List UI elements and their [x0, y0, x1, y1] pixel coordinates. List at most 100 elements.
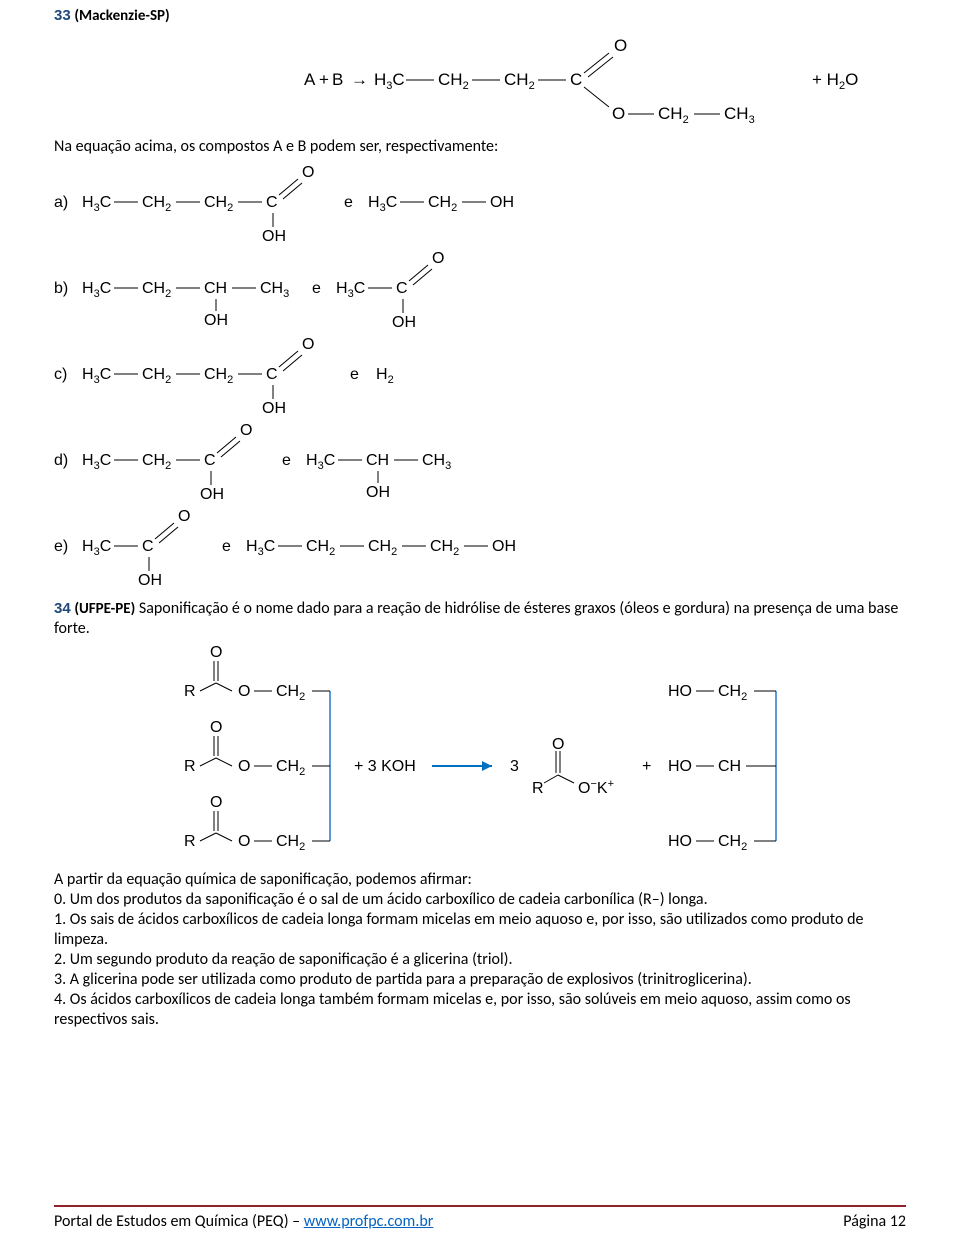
svg-text:O: O [432, 250, 444, 267]
svg-text:CH2: CH2 [142, 366, 171, 386]
svg-text:C: C [266, 194, 278, 211]
svg-text:e: e [282, 452, 291, 469]
q34-item-3: 3. A glicerina pode ser utilizada como p… [54, 970, 906, 990]
svg-text:O−K+: O−K+ [578, 778, 614, 797]
svg-text:CH2: CH2 [142, 452, 171, 472]
svg-text:O: O [302, 164, 314, 181]
footer-rule [54, 1205, 906, 1207]
q34-header-block: 34 (UFPE-PE) Saponificação é o nome dado… [54, 599, 906, 639]
svg-text:3: 3 [510, 758, 519, 775]
q34-item-0: 0. Um dos produtos da saponificação é o … [54, 890, 906, 910]
q33-source: (Mackenzie-SP) [74, 7, 169, 25]
svg-text:CH2: CH2 [504, 70, 535, 92]
svg-text:O: O [612, 104, 625, 123]
svg-text:C: C [396, 280, 408, 297]
svg-text:OH: OH [138, 572, 162, 585]
svg-text:H3C: H3C [336, 280, 365, 300]
q33-number: 33 [54, 7, 71, 24]
svg-text:OH: OH [200, 486, 224, 503]
svg-text:OH: OH [492, 538, 516, 555]
svg-text:H3C: H3C [374, 70, 405, 92]
q33-options-figure: a) H3C CH2 CH2 C O OH e H3C CH2 OH b) H3… [54, 157, 906, 585]
svg-text:HO: HO [668, 758, 692, 775]
footer-link[interactable]: www.profpc.com.br [304, 1212, 434, 1231]
svg-text:R: R [532, 780, 544, 797]
svg-text:e: e [222, 538, 231, 555]
q33-header: 33 (Mackenzie-SP) [54, 6, 906, 25]
svg-text:CH2: CH2 [438, 70, 469, 92]
svg-text:O: O [210, 644, 222, 661]
q34-stem: Saponificação é o nome dado para a reaçã… [54, 599, 898, 638]
q33-stem: Na equação acima, os compostos A e B pod… [54, 137, 906, 157]
svg-text:CH2: CH2 [430, 538, 459, 558]
svg-text:CH2: CH2 [276, 758, 305, 778]
svg-text:O: O [238, 683, 250, 700]
svg-text:H3C: H3C [368, 194, 397, 214]
q34-number: 34 [54, 600, 71, 617]
svg-text:R: R [184, 758, 196, 775]
svg-text:H3C: H3C [82, 452, 111, 472]
svg-text:O: O [210, 794, 222, 811]
svg-text:HO: HO [668, 683, 692, 700]
svg-text:CH2: CH2 [142, 280, 171, 300]
svg-text:O: O [178, 508, 190, 525]
svg-text:OH: OH [490, 194, 514, 211]
svg-text:CH3: CH3 [724, 104, 755, 126]
svg-text:O: O [552, 736, 564, 753]
svg-text:CH2: CH2 [718, 683, 747, 703]
svg-text:→: → [351, 70, 368, 89]
svg-text:OH: OH [392, 314, 416, 331]
svg-text:CH2: CH2 [204, 194, 233, 214]
svg-text:H3C: H3C [82, 280, 111, 300]
svg-text:e: e [312, 280, 321, 297]
svg-text:H2: H2 [376, 366, 394, 386]
q34-item-1: 1. Os sais de ácidos carboxílicos de cad… [54, 910, 906, 950]
opt-d-label: d) [54, 452, 68, 469]
svg-text:CH2: CH2 [428, 194, 457, 214]
svg-text:CH2: CH2 [142, 194, 171, 214]
q33-equation-figure: A + B → H3C CH2 CH2 C O O CH2 CH3 + H2O [54, 25, 906, 133]
svg-text:CH2: CH2 [658, 104, 689, 126]
svg-text:C: C [570, 70, 582, 89]
footer-right: Página 12 [843, 1212, 906, 1231]
opt-b-label: b) [54, 280, 68, 297]
svg-text:O: O [210, 719, 222, 736]
svg-text:CH3: CH3 [422, 452, 451, 472]
svg-text:e: e [350, 366, 359, 383]
svg-text:H3C: H3C [82, 194, 111, 214]
svg-text:H3C: H3C [82, 538, 111, 558]
svg-text:CH: CH [366, 452, 389, 469]
svg-text:CH2: CH2 [306, 538, 335, 558]
svg-text:O: O [240, 422, 252, 439]
svg-text:O: O [238, 833, 250, 850]
svg-text:OH: OH [204, 312, 228, 329]
svg-text:C: C [204, 452, 216, 469]
svg-text:OH: OH [366, 484, 390, 501]
footer-left-pre: Portal de Estudos em Química (PEQ) – [54, 1212, 304, 1231]
svg-text:O: O [238, 758, 250, 775]
opt-c-label: c) [54, 366, 67, 383]
svg-text:HO: HO [668, 833, 692, 850]
opt-a-label: a) [54, 194, 68, 211]
svg-text:CH2: CH2 [368, 538, 397, 558]
svg-text:OH: OH [262, 400, 286, 417]
svg-text:OH: OH [262, 228, 286, 245]
svg-text:+ 3 KOH: + 3 KOH [354, 758, 416, 775]
svg-text:H3C: H3C [306, 452, 335, 472]
svg-text:B: B [332, 70, 343, 89]
svg-text:R: R [184, 833, 196, 850]
svg-text:+: + [642, 758, 651, 775]
svg-text:O: O [614, 36, 627, 55]
svg-text:CH: CH [718, 758, 741, 775]
svg-text:CH3: CH3 [260, 280, 289, 300]
q34-after: A partir da equação química de saponific… [54, 870, 906, 890]
footer: Portal de Estudos em Química (PEQ) – www… [54, 1212, 906, 1231]
svg-text:H3C: H3C [82, 366, 111, 386]
q34-scheme-figure: R O O CH2 R O O [54, 641, 906, 866]
footer-left: Portal de Estudos em Química (PEQ) – www… [54, 1212, 433, 1231]
q34-item-4: 4. Os ácidos carboxílicos de cadeia long… [54, 990, 906, 1030]
svg-text:CH2: CH2 [276, 833, 305, 853]
svg-text:H3C: H3C [246, 538, 275, 558]
svg-text:C: C [266, 366, 278, 383]
svg-text:CH2: CH2 [276, 683, 305, 703]
